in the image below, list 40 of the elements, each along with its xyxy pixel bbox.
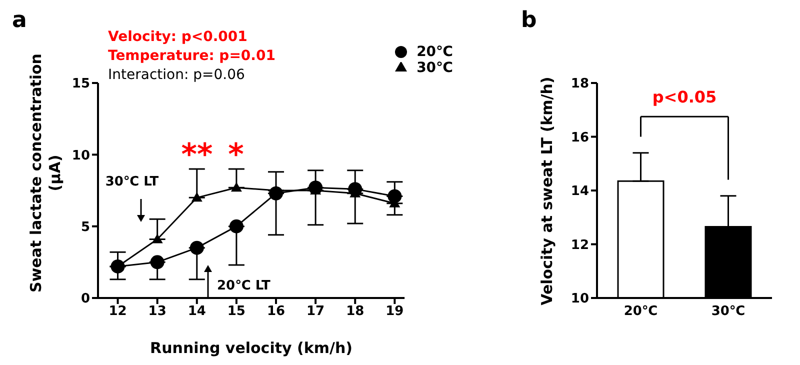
y-tick-label: 18 xyxy=(570,76,589,92)
y-tick-label: 16 xyxy=(570,130,589,146)
x-tick-label: 20℃ xyxy=(624,304,658,320)
point xyxy=(152,234,163,244)
point xyxy=(230,182,242,192)
point xyxy=(191,192,202,202)
x-tick-label: 15 xyxy=(227,304,246,320)
x-tick-label: 14 xyxy=(188,304,206,320)
text: Velocity: p<0.001 xyxy=(108,28,248,47)
y-tick-label: 15 xyxy=(72,76,90,92)
annotation: * xyxy=(228,138,244,172)
y-tick-label: 14 xyxy=(570,184,589,200)
x-tick-label: 17 xyxy=(306,304,325,320)
x-tick-label: 18 xyxy=(346,304,364,320)
y-tick-label: 5 xyxy=(80,220,90,235)
point xyxy=(229,219,244,234)
x-tick-label: 19 xyxy=(386,304,404,320)
annotation: ** xyxy=(181,138,213,172)
legend-label: 20℃ xyxy=(416,44,453,60)
x-axis-title: Running velocity (km/h) xyxy=(150,339,353,357)
y-tick-label: 10 xyxy=(72,148,90,164)
x-tick-label: 13 xyxy=(148,304,166,320)
y-axis-title: Sweat lactate concentration (μA) xyxy=(26,53,65,293)
point xyxy=(190,240,204,255)
point xyxy=(150,255,164,270)
y-axis-title: Velocity at sweat LT (km/h) xyxy=(536,75,557,308)
y-tick-label: 10 xyxy=(570,292,589,307)
chart-title: a xyxy=(12,8,27,33)
annotation: Interaction: p=0.06 xyxy=(108,66,246,85)
annotation: 20℃ LT xyxy=(217,278,270,294)
chart-title: b xyxy=(521,8,537,33)
annotation: p<0.05 xyxy=(652,88,717,107)
legend-label: 30℃ xyxy=(416,60,453,76)
y-tick-label: 12 xyxy=(570,238,589,253)
x-tick-label: 12 xyxy=(108,304,127,320)
x-tick-label: 30℃ xyxy=(711,304,746,320)
x-tick-label: 16 xyxy=(266,304,286,320)
y-tick-label: 0 xyxy=(80,292,90,307)
annotation: 30℃ LT xyxy=(105,174,159,190)
text: Temperature: p=0.01 xyxy=(108,47,276,66)
